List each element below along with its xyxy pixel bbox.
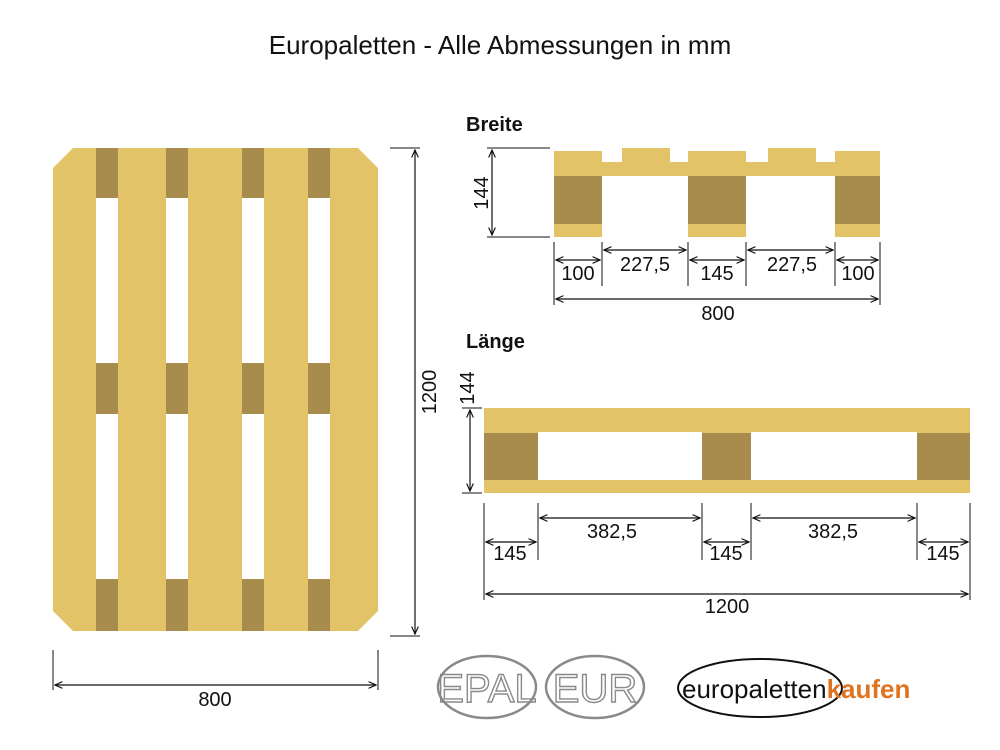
eur-logo-text: EUR [553,667,637,711]
brand-logo-part1: europaletten [682,674,827,704]
brand-logo-text: europalettenkaufen [682,674,910,704]
top-view: 800 1200 [52,147,441,711]
epal-logo: EPAL [437,654,537,720]
breite-seg-3: 145 [700,263,733,285]
eur-logo: EUR [544,654,646,720]
top-height-label: 1200 [419,370,441,415]
breite-seg-2: 227,5 [620,254,670,276]
blocks [96,148,330,631]
page-title: Europaletten - Alle Abmessungen in mm [268,30,732,60]
breite-height-label: 144 [471,176,493,209]
laenge-view: Länge 144 [457,331,971,618]
laenge-seg-1: 145 [493,543,526,565]
brand-logo[interactable]: europalettenkaufen [677,658,910,718]
laenge-heading: Länge [466,331,525,353]
deck-board-center [188,148,242,631]
laenge-seg-2: 382,5 [587,521,637,543]
breite-seg-1: 100 [561,263,594,285]
deck-board-2 [118,148,166,631]
top-width-label: 800 [198,689,231,711]
breite-blocks [554,176,880,224]
breite-view: Breite 144 [466,114,881,325]
laenge-seg-5: 145 [926,543,959,565]
laenge-blocks [484,433,970,480]
laenge-seg-3: 145 [709,543,742,565]
epal-logo-text: EPAL [437,667,536,711]
breite-heading: Breite [466,114,523,136]
laenge-height-label: 144 [457,371,479,404]
brand-logo-part2: kaufen [827,674,911,704]
deck-board-left [53,148,96,631]
deck-board-4 [264,148,308,631]
breite-seg-5: 100 [841,263,874,285]
breite-seg-4: 227,5 [767,254,817,276]
laenge-seg-4: 382,5 [808,521,858,543]
breite-total: 800 [701,303,734,325]
laenge-total: 1200 [705,596,750,618]
deck-board-right [330,148,378,631]
